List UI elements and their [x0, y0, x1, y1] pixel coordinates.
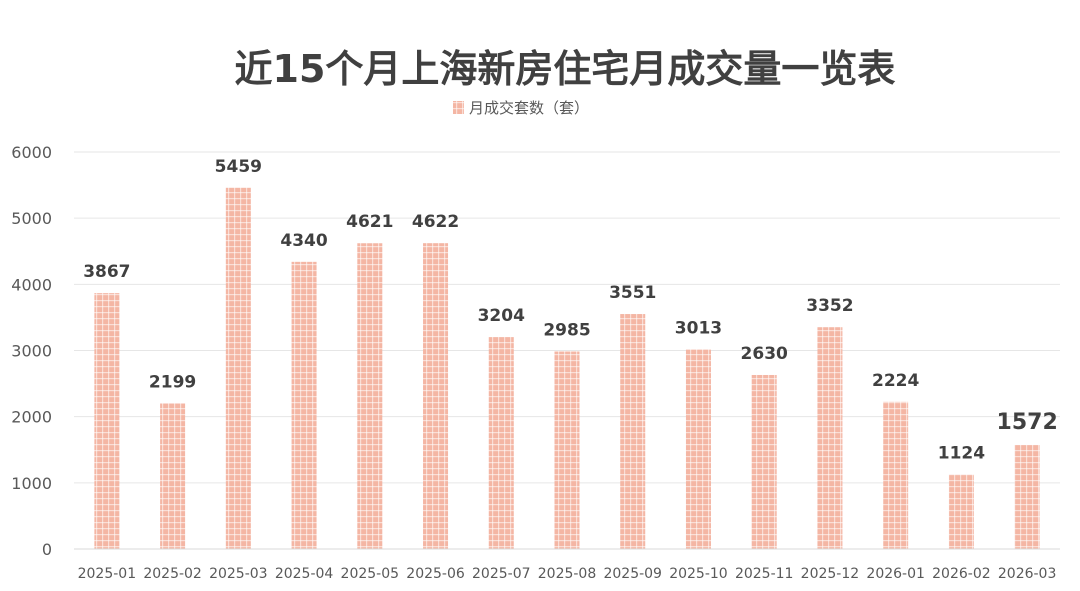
y-tick-label: 3000 — [11, 342, 52, 361]
data-label: 5459 — [215, 157, 262, 177]
data-label: 2985 — [543, 320, 590, 340]
data-label: 3551 — [609, 283, 656, 303]
bar — [357, 243, 383, 549]
x-tick-label: 2025-01 — [78, 566, 137, 582]
y-tick-label: 6000 — [11, 143, 52, 162]
bar — [225, 187, 251, 549]
x-tick-label: 2025-08 — [538, 566, 597, 582]
x-tick-label: 2025-09 — [603, 566, 662, 582]
x-tick-label: 2025-12 — [801, 566, 860, 582]
x-tick-label: 2025-11 — [735, 566, 794, 582]
bar — [620, 314, 646, 549]
x-tick-label: 2025-07 — [472, 566, 531, 582]
data-label: 3352 — [806, 296, 853, 316]
x-tick-label: 2025-03 — [209, 566, 268, 582]
data-label: 3204 — [478, 306, 525, 326]
bar — [817, 327, 843, 549]
x-tick-label: 2025-10 — [669, 566, 728, 582]
data-label: 4340 — [280, 231, 327, 251]
legend: 月成交套数（套） — [453, 99, 589, 117]
x-tick-label: 2025-05 — [341, 566, 400, 582]
bar — [291, 261, 317, 549]
x-tick-label: 2026-03 — [998, 566, 1057, 582]
data-label: 2630 — [741, 344, 788, 364]
x-tick-label: 2025-04 — [275, 566, 334, 582]
bar — [94, 293, 120, 549]
bar — [423, 243, 449, 549]
legend-label: 月成交套数（套） — [469, 99, 589, 117]
data-label: 3867 — [83, 262, 130, 282]
data-label: 2224 — [872, 371, 919, 391]
y-axis-ticks: 0 1000 2000 3000 4000 5000 6000 — [11, 143, 52, 559]
bar — [751, 374, 777, 549]
x-axis-ticks: 2025-01 2025-02 2025-03 2025-04 2025-05 2025-… — [78, 566, 1057, 582]
y-tick-label: 4000 — [11, 275, 52, 294]
data-labels: 3867 2199 5459 4340 4621 4622 3204 2985 3551 3013… — [83, 157, 1058, 464]
bar — [685, 349, 711, 549]
bars — [94, 187, 1040, 549]
bar — [488, 337, 514, 549]
y-tick-label: 0 — [42, 540, 52, 559]
chart-title: 近15个月上海新房住宅月成交量一览表 — [235, 47, 896, 91]
data-label: 1572 — [997, 410, 1058, 435]
data-label: 3013 — [675, 319, 722, 339]
data-label: 2199 — [149, 372, 196, 392]
bar — [948, 474, 974, 549]
bar — [883, 401, 909, 549]
data-label: 1124 — [938, 444, 985, 464]
bar — [554, 351, 580, 549]
data-label: 4621 — [346, 212, 393, 232]
x-tick-label: 2026-01 — [866, 566, 925, 582]
y-tick-label: 2000 — [11, 408, 52, 427]
y-tick-label: 5000 — [11, 209, 52, 228]
x-tick-label: 2026-02 — [932, 566, 991, 582]
legend-swatch — [453, 101, 464, 114]
y-tick-label: 1000 — [11, 474, 52, 493]
x-tick-label: 2025-06 — [406, 566, 465, 582]
x-tick-label: 2025-02 — [143, 566, 202, 582]
bar — [160, 403, 186, 549]
bar — [1014, 444, 1040, 549]
data-label: 4622 — [412, 212, 459, 232]
